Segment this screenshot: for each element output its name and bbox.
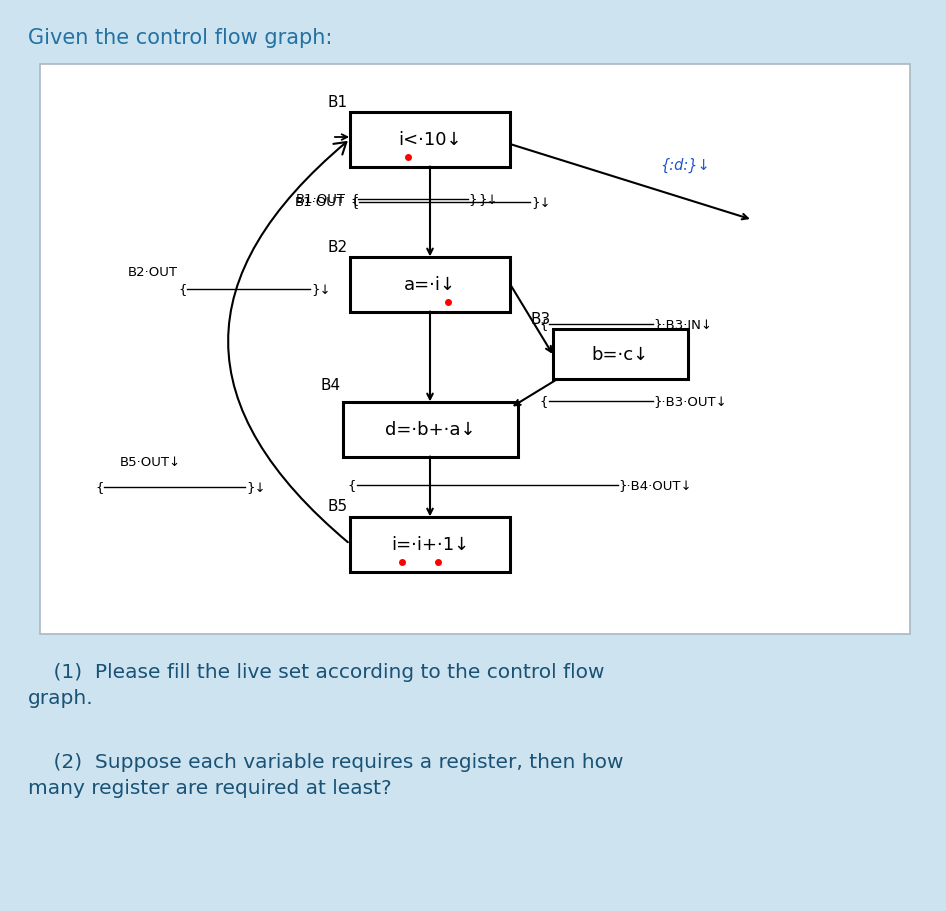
Text: {: { <box>539 318 548 331</box>
Text: B1·OUT: B1·OUT <box>296 193 346 206</box>
FancyBboxPatch shape <box>342 402 517 457</box>
FancyArrowPatch shape <box>228 143 348 543</box>
Text: }·B3·IN↓: }·B3·IN↓ <box>654 318 712 331</box>
FancyBboxPatch shape <box>350 517 510 572</box>
Text: {: { <box>347 478 356 491</box>
FancyBboxPatch shape <box>350 257 510 312</box>
Text: i=·i+·1↓: i=·i+·1↓ <box>391 536 469 553</box>
Text: }↓: }↓ <box>311 283 330 296</box>
Text: a=·i↓: a=·i↓ <box>404 276 456 293</box>
Text: B2·OUT: B2·OUT <box>128 265 178 278</box>
Text: (1)  Please fill the live set according to the control flow
graph.: (1) Please fill the live set according t… <box>28 662 604 708</box>
FancyBboxPatch shape <box>552 330 688 380</box>
Text: B4: B4 <box>321 377 341 392</box>
Text: B5·OUT↓: B5·OUT↓ <box>120 456 181 468</box>
Text: B2: B2 <box>328 240 348 254</box>
Text: }·B3·OUT↓: }·B3·OUT↓ <box>654 395 727 408</box>
Text: {: { <box>350 193 359 206</box>
Text: i<·10↓: i<·10↓ <box>398 131 462 148</box>
Text: {: { <box>178 283 186 296</box>
Text: B1·OUT: B1·OUT <box>295 196 345 209</box>
Text: B3: B3 <box>531 312 551 327</box>
Text: {: { <box>95 480 103 494</box>
Text: b=·c↓: b=·c↓ <box>591 345 649 363</box>
Text: B5: B5 <box>328 499 348 514</box>
Text: }: } <box>468 193 477 206</box>
FancyBboxPatch shape <box>40 65 910 634</box>
Text: }↓: }↓ <box>478 193 498 206</box>
Text: }↓: }↓ <box>531 196 551 209</box>
Text: d=·b+·a↓: d=·b+·a↓ <box>385 421 475 438</box>
Text: B1: B1 <box>328 95 348 109</box>
Text: Given the control flow graph:: Given the control flow graph: <box>28 28 332 48</box>
Text: }·B4·OUT↓: }·B4·OUT↓ <box>619 478 692 491</box>
Text: {: { <box>539 395 548 408</box>
Text: {:d:}↓: {:d:}↓ <box>660 158 710 172</box>
Text: (2)  Suppose each variable requires a register, then how
many register are requi: (2) Suppose each variable requires a reg… <box>28 752 623 798</box>
FancyBboxPatch shape <box>350 112 510 168</box>
Text: }↓: }↓ <box>246 480 266 494</box>
Text: {: { <box>350 196 359 209</box>
